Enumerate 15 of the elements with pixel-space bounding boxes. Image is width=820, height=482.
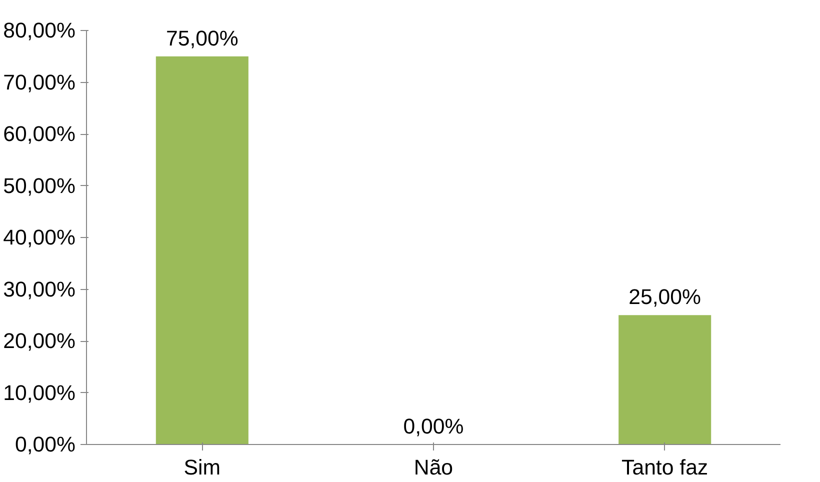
y-tick-label: 50,00% — [3, 174, 76, 198]
y-tick-label: 80,00% — [3, 18, 76, 42]
data-label: 0,00% — [403, 414, 464, 438]
y-tick-label: 20,00% — [3, 329, 76, 353]
x-tick-label: Não — [414, 456, 454, 480]
x-tick-label: Tanto faz — [622, 456, 708, 480]
data-label: 75,00% — [166, 26, 238, 50]
y-tick-label: 70,00% — [3, 70, 76, 94]
y-tick-label: 30,00% — [3, 277, 76, 302]
y-tick-label: 0,00% — [15, 432, 76, 456]
y-tick-label: 60,00% — [3, 122, 76, 146]
data-label: 25,00% — [628, 285, 702, 310]
y-tick-label: 10,00% — [3, 380, 76, 405]
x-tick-label: Sim — [184, 456, 221, 480]
y-tick-label: 40,00% — [3, 226, 76, 250]
